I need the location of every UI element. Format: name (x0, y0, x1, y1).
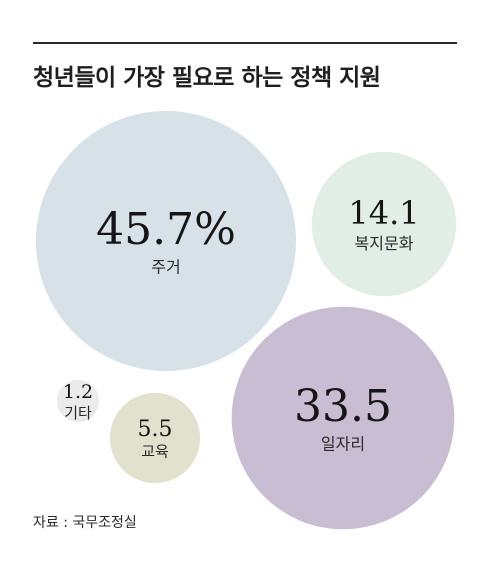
value-label-education: 5.5 (138, 417, 173, 442)
bubble-education (109, 392, 201, 484)
bubble-jobs (231, 306, 455, 530)
top-rule (33, 42, 457, 44)
source-note: 자료 : 국무조정실 (33, 515, 137, 531)
category-label-education: 교육 (141, 443, 169, 461)
bubble-welfare-culture (311, 151, 457, 297)
category-label-jobs: 일자리 (321, 435, 365, 454)
bubble-group: 45.7% 주거 33.5 일자리 14.1 복지문화 5.5교육 1.2기타 (36, 111, 457, 530)
value-label-welfare-culture: 14.1 (348, 194, 419, 232)
category-label-welfare-culture: 복지문화 (355, 234, 414, 253)
chart-title: 청년들이 가장 필요로 하는 정책 지원 (33, 65, 381, 91)
category-label-housing: 주거 (151, 258, 180, 277)
bubble-housing (36, 111, 296, 371)
value-label-other: 1.2 (63, 381, 93, 403)
value-label-jobs: 33.5 (294, 381, 392, 432)
bubble-other (56, 379, 100, 423)
value-label-housing: 45.7% (96, 204, 236, 255)
category-label-other: 기타 (64, 404, 92, 422)
